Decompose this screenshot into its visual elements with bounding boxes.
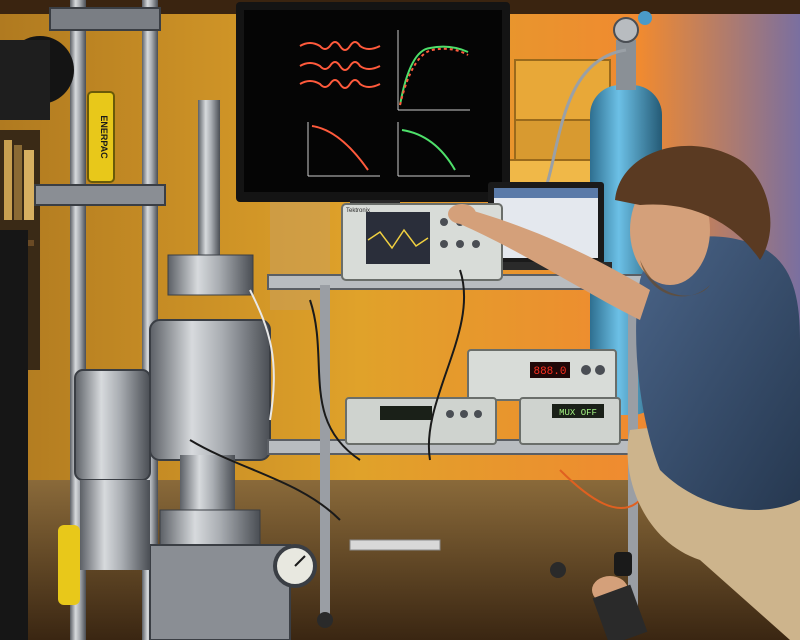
researcher-shirt	[636, 236, 800, 511]
red-decay-plot	[307, 122, 380, 177]
researcher-arm	[460, 210, 650, 320]
power-supply-readout: 888.0	[533, 366, 566, 378]
multimeter-readout: MUX OFF	[559, 408, 597, 418]
waveform-plot	[299, 41, 381, 89]
power-supply: 888.0	[467, 349, 617, 401]
hand-tool	[592, 584, 648, 640]
yellow-canister	[58, 525, 80, 605]
researcher-beard	[640, 260, 710, 297]
multimeter: MUX OFF	[519, 397, 621, 445]
saturation-plot	[397, 30, 470, 111]
function-generator	[345, 397, 497, 445]
scope-brand-label: Tektronix	[346, 208, 370, 214]
camera-mount	[0, 36, 74, 640]
green-decay-plot	[397, 122, 470, 177]
researcher-hand	[448, 204, 476, 224]
hydraulic-jack: ENERPAC	[87, 91, 115, 183]
jack-brand-label: ENERPAC	[99, 115, 109, 159]
researcher-hair	[615, 145, 771, 260]
cables	[189, 269, 641, 551]
secondary-vessel	[74, 369, 151, 570]
researcher	[448, 145, 800, 640]
data-monitor	[236, 2, 510, 214]
wristwatch	[614, 552, 632, 576]
